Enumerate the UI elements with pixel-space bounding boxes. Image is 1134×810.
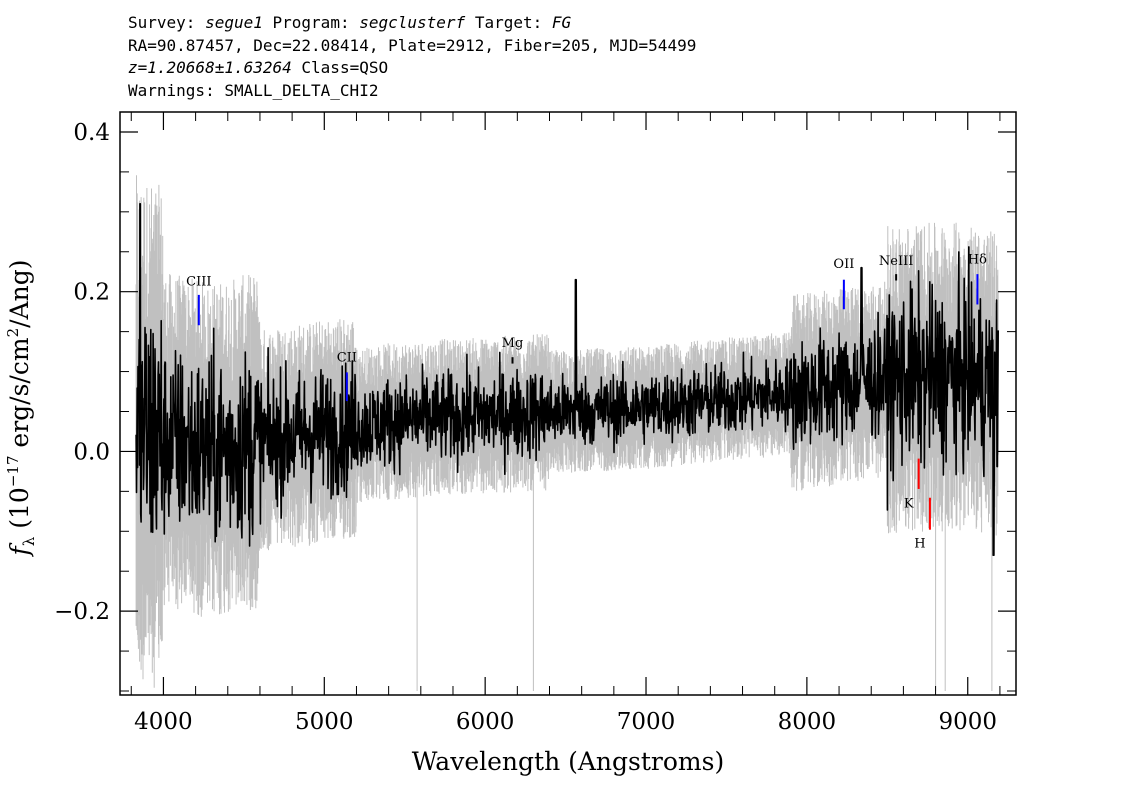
y-axis-title-sub: λ: [20, 536, 38, 546]
y-axis-title-exp1: −17: [4, 456, 22, 488]
plot-frame: [119, 111, 1017, 696]
x-axis-title: Wavelength (Angstroms): [412, 747, 724, 776]
y-tick-label: 0.4: [73, 120, 110, 146]
y-tick-label: 0.2: [73, 280, 110, 306]
y-axis-title-pre: (10: [5, 487, 34, 537]
header-line-redshift: z=1.20668±1.63264 Class=QSO: [128, 57, 1028, 80]
program-label: Program:: [272, 13, 350, 32]
flux-line: [135, 203, 999, 556]
y-axis-title-f: f: [5, 542, 34, 557]
axis-ticks: [120, 112, 1016, 695]
line-label-mg: Mg: [502, 336, 524, 351]
line-label-k: K: [904, 496, 914, 511]
plot-area: CIII CII Mg OII NeIII Hδ K H: [119, 111, 1017, 696]
line-label-neiii: NeIII: [879, 254, 913, 269]
x-tick-label: 9000: [938, 709, 997, 735]
x-tick-label: 5000: [295, 709, 354, 735]
line-label-hδ: Hδ: [968, 252, 987, 267]
x-tick-label: 8000: [778, 709, 837, 735]
x-tick-label: 6000: [456, 709, 515, 735]
header-line-warnings: Warnings: SMALL_DELTA_CHI2: [128, 80, 379, 100]
line-label-oii: OII: [833, 257, 854, 272]
line-label-h: H: [914, 536, 925, 551]
target-label: Target:: [474, 13, 543, 32]
survey-value: segue1: [205, 13, 263, 32]
redshift-value: z=1.20668±1.63264: [128, 58, 292, 77]
line-markers: CIII CII Mg OII NeIII Hδ K H: [186, 252, 987, 551]
y-axis-title-exp2: 2: [4, 328, 22, 338]
flux-series: [135, 203, 999, 556]
line-label-cii: CII: [337, 351, 357, 366]
spectrum-header: Survey: segue1 Program: segclusterf Targ…: [128, 12, 1028, 102]
y-axis-title-post: /Ang): [5, 260, 34, 328]
x-tick-label: 4000: [134, 709, 193, 735]
target-value: FG: [551, 13, 572, 32]
line-label-ciii: CIII: [186, 275, 211, 290]
header-line-coordinates: RA=90.87457, Dec=22.08414, Plate=2912, F…: [128, 35, 697, 55]
survey-label: Survey:: [128, 13, 196, 32]
y-tick-label: 0.0: [73, 439, 110, 465]
y-axis-title-mid: erg/s/cm: [5, 337, 34, 455]
y-axis-title: fλ (10−17 erg/s/cm2/Ang): [4, 260, 38, 558]
y-tick-label: −0.2: [54, 599, 110, 625]
class-value: Class=QSO: [301, 58, 389, 77]
x-tick-label: 7000: [617, 709, 676, 735]
program-value: segclusterf: [359, 13, 466, 32]
header-line-survey: Survey: segue1 Program: segclusterf Targ…: [128, 12, 1028, 35]
